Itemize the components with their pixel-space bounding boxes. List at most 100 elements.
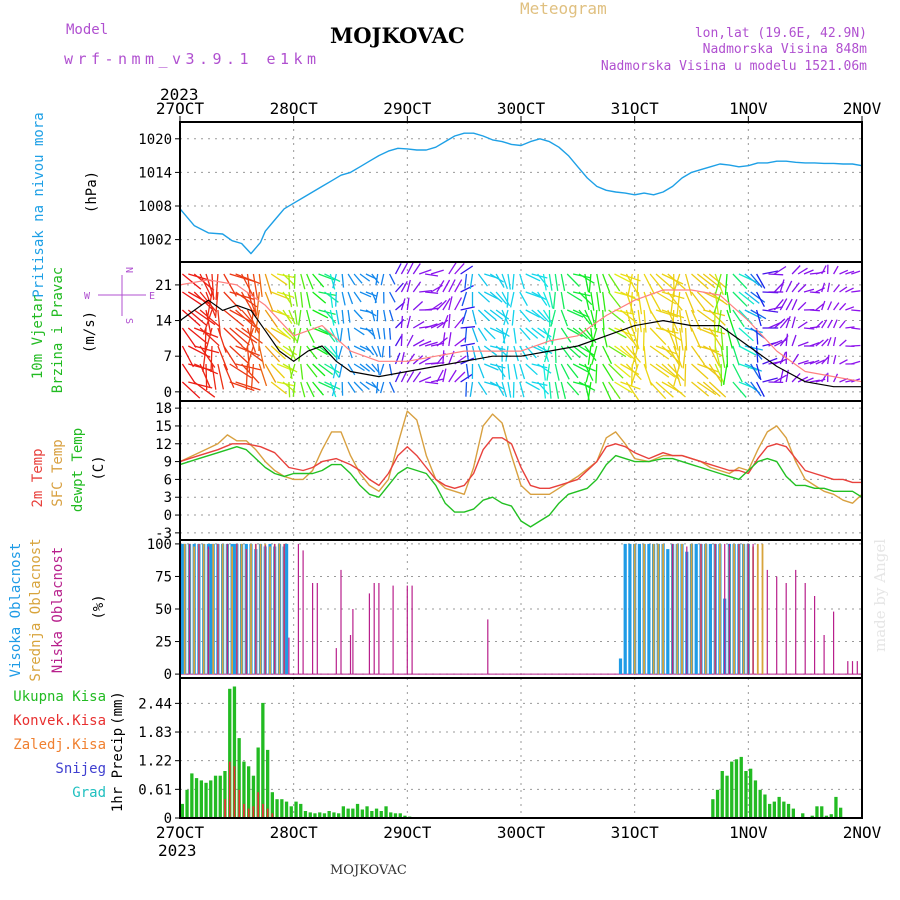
wind-vector	[649, 327, 667, 346]
wind-vector	[594, 309, 598, 330]
wind-vector	[620, 345, 637, 361]
wind-vector	[377, 363, 380, 376]
low-cloud-bar	[856, 661, 858, 675]
high-cloud-bar	[618, 658, 623, 675]
mid-cloud-bar	[212, 543, 215, 675]
wind-vector	[525, 309, 541, 318]
wind-vector	[335, 345, 338, 361]
wind-vector	[424, 323, 438, 329]
wind-vector	[703, 345, 724, 357]
bottom-time-axis: 27OCT 28OCT 29OCT 30OCT 31OCT 1NOV 2NOV	[156, 823, 882, 842]
wind-panel: 0 7 14 21	[155, 261, 863, 402]
wind-vector	[469, 381, 474, 397]
wind-vector	[460, 265, 474, 275]
wind-vector	[300, 363, 304, 380]
total-precip-bar	[232, 686, 237, 818]
wind-vector	[442, 297, 451, 311]
wind-vector	[436, 299, 447, 311]
wind-vector	[851, 344, 861, 347]
wind-vector	[465, 345, 469, 361]
wind-vector	[620, 327, 636, 345]
panel-border	[179, 677, 863, 819]
total-precip-bar	[389, 812, 393, 818]
total-precip-bar	[834, 796, 838, 818]
wind-vector	[560, 291, 565, 310]
total-precip-bar	[218, 775, 222, 818]
wind-vector	[732, 345, 740, 366]
wind-vector	[566, 309, 584, 318]
wind-vector	[643, 273, 655, 295]
wind-vector	[371, 381, 380, 392]
panel-border	[179, 400, 863, 541]
convective-precip-bar	[224, 799, 226, 818]
wind-vector	[649, 291, 662, 313]
wind-vector	[501, 309, 509, 325]
low-cloud-bar	[302, 550, 304, 675]
wind-vector	[365, 381, 377, 389]
low-cloud-bar	[847, 661, 849, 675]
wind-vector	[676, 291, 681, 315]
wind-vector	[779, 298, 788, 311]
wind-ylabel-2: Brzina i Pravac	[50, 267, 66, 393]
low-cloud-bar	[814, 596, 816, 675]
wind-vector	[332, 273, 337, 289]
low-cloud-bar	[406, 585, 408, 675]
wind-vector	[296, 327, 302, 344]
low-cloud-bar	[264, 545, 266, 675]
dewpt-ylabel: dewpt Temp	[70, 428, 86, 512]
precip-ylabel: 1hr Precip	[110, 728, 126, 812]
wind-vector	[264, 327, 281, 344]
wind-vector	[625, 381, 640, 401]
total-precip-bar	[768, 803, 772, 818]
wind-vector	[551, 327, 556, 345]
wind-vector	[827, 301, 833, 311]
wind-vector	[691, 363, 709, 380]
low-cloud-bar	[714, 543, 716, 675]
wind-vector	[720, 327, 724, 351]
wind-vector	[768, 273, 784, 276]
wind-vector	[708, 381, 727, 398]
wind-vector	[503, 309, 509, 326]
low-cloud-bar	[752, 543, 754, 675]
wind-vector	[554, 273, 559, 291]
wind-vector	[331, 381, 337, 397]
wind-vector	[229, 327, 250, 346]
wind-vector	[337, 345, 343, 360]
mid-cloud-bar	[278, 543, 281, 675]
wind-gust-line	[179, 279, 863, 383]
wind-vector	[341, 291, 346, 306]
wind-vector	[406, 334, 414, 347]
wind-vector	[389, 273, 396, 285]
total-precip-bar	[720, 771, 724, 818]
wind-vector	[809, 359, 820, 365]
total-precip-bar	[744, 771, 748, 818]
wind-vector	[454, 279, 463, 293]
wind-vector	[276, 309, 293, 320]
low-cloud-bar	[198, 543, 200, 675]
wind-vector	[442, 350, 445, 365]
wind-vector	[643, 363, 653, 386]
high-cloud-bar	[285, 543, 289, 675]
wind-vector	[258, 273, 263, 297]
wind-vector	[489, 273, 504, 283]
wind-vector	[584, 309, 594, 327]
wind-vector	[241, 273, 255, 298]
ytick-label: 1002	[138, 233, 172, 249]
wind-vector	[750, 345, 763, 360]
ytick-label: 9	[164, 455, 172, 471]
wind-vector	[353, 291, 362, 303]
wind-vector	[383, 327, 386, 340]
wind-vector	[679, 309, 683, 333]
wind-vector	[519, 345, 529, 360]
wind-vector	[509, 291, 515, 308]
wind-vector	[469, 273, 474, 289]
pressure-unit: (hPa)	[84, 171, 100, 213]
mid-cloud-bar	[676, 543, 679, 675]
wind-vector	[324, 363, 340, 374]
wind-vector	[714, 273, 722, 296]
wind-vector	[347, 291, 354, 305]
wind-vector	[418, 269, 432, 275]
legend-snow: Snijeg	[55, 761, 106, 777]
wind-vector	[643, 345, 647, 369]
wind-vector	[614, 381, 633, 394]
